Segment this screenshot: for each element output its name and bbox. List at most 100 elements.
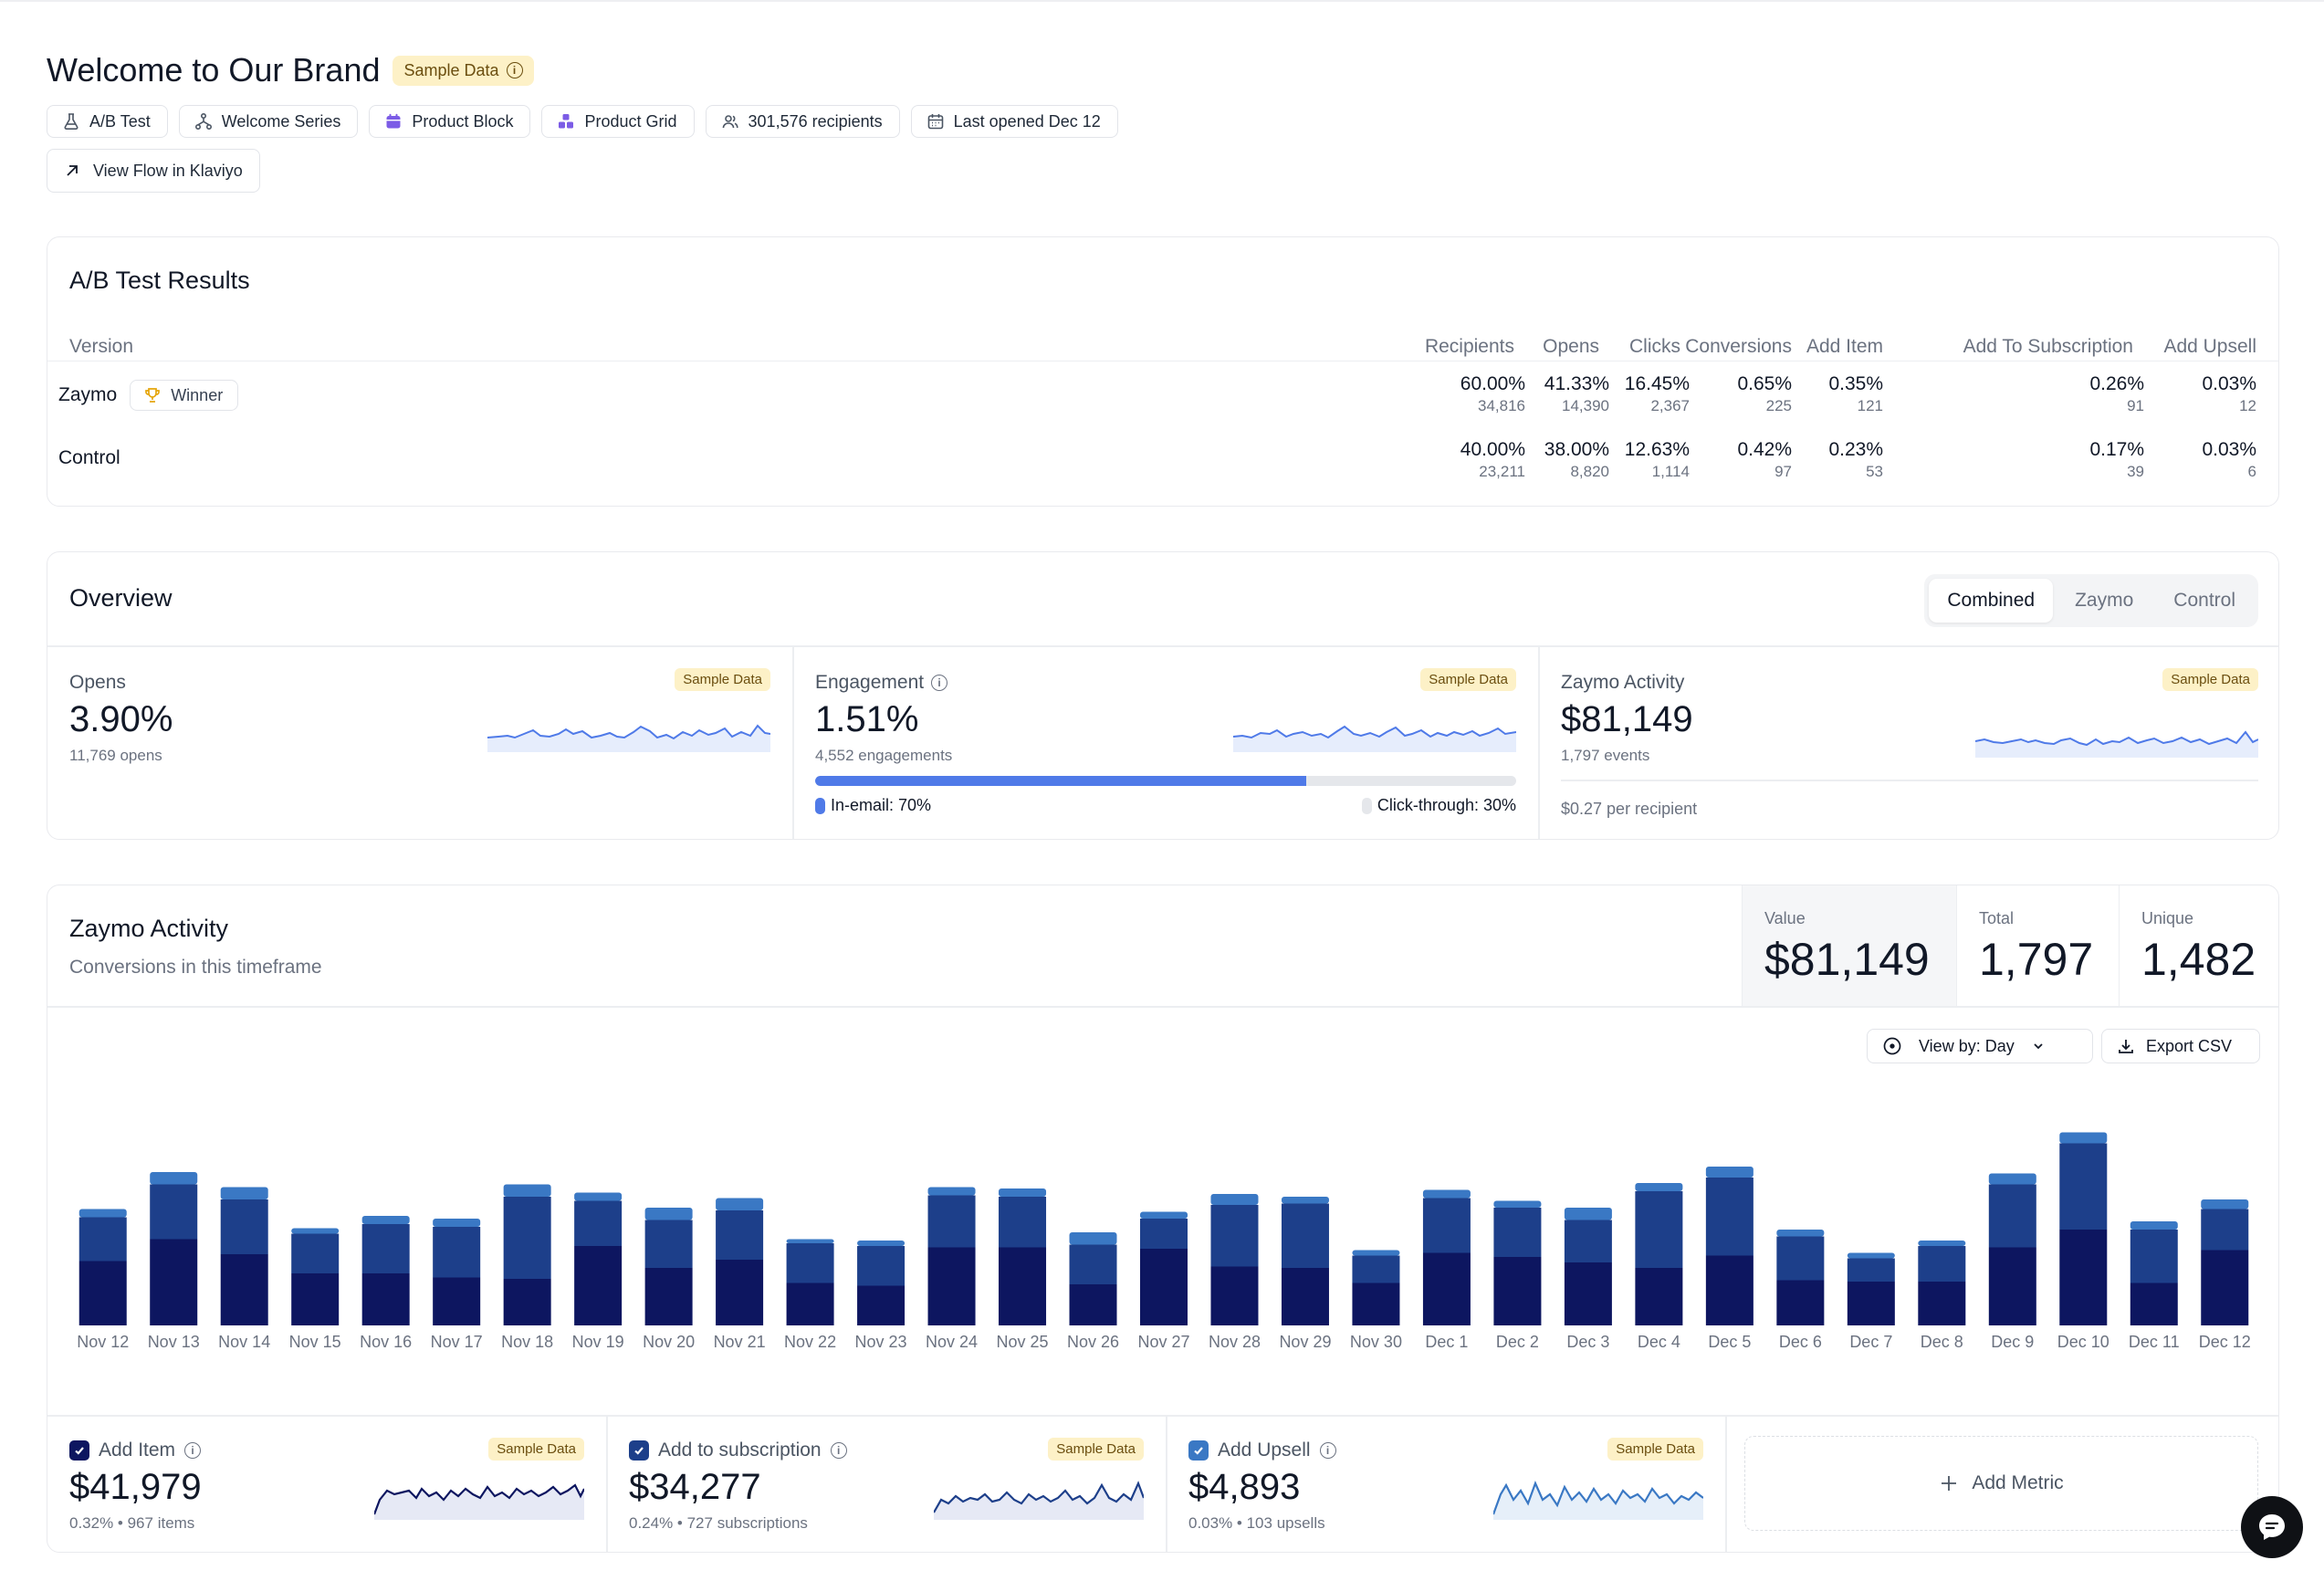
bar-segment-add-to-subscription[interactable] [1493,1208,1542,1257]
bar-segment-add-upsell[interactable] [1776,1230,1825,1237]
bar-segment-add-item[interactable] [150,1239,198,1326]
bar-segment-add-item[interactable] [1988,1247,2036,1326]
bar-segment-add-item[interactable] [1352,1283,1400,1326]
bar-segment-add-to-subscription[interactable] [574,1200,623,1247]
column-add-item[interactable]: Add Item [1806,336,1883,357]
bar-segment-add-upsell[interactable] [1493,1200,1542,1209]
bar-segment-add-upsell[interactable] [1140,1211,1188,1220]
bar-segment-add-upsell[interactable] [1069,1232,1117,1245]
bar-segment-add-upsell[interactable] [786,1239,834,1244]
bar-segment-add-item[interactable] [786,1283,834,1326]
info-icon[interactable]: i [931,675,948,691]
add-metric-button[interactable]: Add Metric [1744,1436,2258,1531]
chip-ab-test[interactable]: A/B Test [47,105,168,138]
bar-segment-add-to-subscription[interactable] [1705,1178,1753,1256]
bar-segment-add-to-subscription[interactable] [1988,1184,2036,1248]
bar-segment-add-item[interactable] [1281,1268,1329,1325]
checkbox-checked-icon[interactable] [69,1440,89,1461]
bar-segment-add-to-subscription[interactable] [1069,1244,1117,1285]
bar-segment-add-to-subscription[interactable] [1564,1220,1612,1263]
bar-segment-add-item[interactable] [716,1260,764,1325]
bar-segment-add-item[interactable] [1210,1266,1259,1326]
bar-segment-add-item[interactable] [1847,1282,1895,1325]
bar-segment-add-to-subscription[interactable] [2059,1143,2108,1230]
bar-segment-add-to-subscription[interactable] [1140,1219,1188,1249]
bar-segment-add-item[interactable] [1069,1284,1117,1325]
bar-segment-add-to-subscription[interactable] [79,1217,127,1262]
bar-segment-add-upsell[interactable] [220,1187,268,1200]
chip-product-grid[interactable]: Product Grid [541,105,695,138]
tab-control[interactable]: Control [2173,590,2235,611]
stat-value[interactable]: Value $81,149 [1742,885,1956,1006]
bar-segment-add-upsell[interactable] [1847,1252,1895,1259]
bar-segment-add-item[interactable] [574,1246,623,1325]
metric-add-item[interactable]: Add Item i $41,979 0.32% • 967 items Sam… [47,1416,606,1552]
column-version[interactable]: Version [69,336,134,357]
bar-segment-add-item[interactable] [644,1268,693,1325]
checkbox-checked-icon[interactable] [1188,1440,1209,1461]
chip-recipients[interactable]: 301,576 recipients [705,105,900,138]
metric-engagement[interactable]: Engagement i 1.51% 4,552 engagements Sam… [793,646,1538,839]
info-icon[interactable]: i [830,1442,847,1459]
bar-segment-add-upsell[interactable] [857,1241,906,1246]
bar-segment-add-upsell[interactable] [1635,1183,1683,1191]
bar-segment-add-to-subscription[interactable] [999,1197,1047,1248]
bar-segment-add-upsell[interactable] [2130,1221,2178,1230]
metric-zaymo-activity[interactable]: Zaymo Activity $81,149 1,797 events Samp… [1539,646,2278,839]
bar-segment-add-to-subscription[interactable] [716,1210,764,1260]
column-recipients[interactable]: Recipients [1424,336,1514,357]
view-flow-button[interactable]: View Flow in Klaviyo [47,149,260,193]
bar-segment-add-item[interactable] [927,1247,976,1326]
bar-segment-add-item[interactable] [291,1273,340,1325]
bar-segment-add-upsell[interactable] [433,1219,481,1227]
bar-segment-add-item[interactable] [433,1277,481,1326]
bar-segment-add-to-subscription[interactable] [1776,1236,1825,1281]
bar-segment-add-upsell[interactable] [927,1187,976,1196]
bar-segment-add-upsell[interactable] [644,1208,693,1220]
column-add-to-subscription[interactable]: Add To Subscription [1963,336,2133,357]
bar-segment-add-item[interactable] [220,1254,268,1325]
table-row-zaymo[interactable]: Zaymo Winner 60.00% 34,816 41.33% 14,390 1… [47,361,2278,427]
export-csv-button[interactable]: Export CSV [2101,1029,2260,1063]
bar-segment-add-to-subscription[interactable] [1281,1203,1329,1269]
bar-segment-add-item[interactable] [2130,1283,2178,1326]
bar-segment-add-to-subscription[interactable] [503,1197,551,1279]
bar-segment-add-item[interactable] [1493,1257,1542,1325]
metric-opens[interactable]: Opens 3.90% 11,769 opens Sample Data [47,646,792,839]
bar-segment-add-to-subscription[interactable] [361,1224,410,1273]
bar-segment-add-item[interactable] [999,1247,1047,1326]
metric-add-upsell[interactable]: Add Upsell i $4,893 0.03% • 103 upsells … [1167,1416,1725,1552]
bar-segment-add-to-subscription[interactable] [644,1220,693,1269]
stat-total[interactable]: Total 1,797 [1956,885,2119,1006]
bar-segment-add-to-subscription[interactable] [220,1199,268,1254]
bar-segment-add-item[interactable] [1422,1252,1471,1326]
bar-segment-add-upsell[interactable] [574,1192,623,1201]
bar-segment-add-upsell[interactable] [150,1172,198,1185]
bar-segment-add-upsell[interactable] [79,1209,127,1218]
bar-segment-add-to-subscription[interactable] [150,1184,198,1240]
info-icon[interactable]: i [1319,1442,1336,1459]
bar-segment-add-item[interactable] [1635,1268,1683,1325]
bar-segment-add-upsell[interactable] [361,1216,410,1224]
bar-segment-add-to-subscription[interactable] [2201,1209,2249,1251]
checkbox-checked-icon[interactable] [629,1440,649,1461]
bar-segment-add-item[interactable] [1564,1262,1612,1325]
bar-segment-add-upsell[interactable] [1988,1173,2036,1185]
bar-segment-add-item[interactable] [1705,1255,1753,1326]
bar-segment-add-upsell[interactable] [2059,1132,2108,1144]
bar-segment-add-to-subscription[interactable] [291,1233,340,1274]
bar-segment-add-upsell[interactable] [1705,1167,1753,1178]
bar-segment-add-to-subscription[interactable] [1635,1191,1683,1268]
bar-segment-add-upsell[interactable] [999,1188,1047,1197]
tab-combined[interactable]: Combined [1929,579,2054,623]
bar-segment-add-upsell[interactable] [503,1184,551,1198]
sample-data-badge[interactable]: Sample Data i [393,55,534,86]
bar-segment-add-to-subscription[interactable] [2130,1230,2178,1283]
bar-segment-add-to-subscription[interactable] [927,1195,976,1248]
bar-segment-add-to-subscription[interactable] [1352,1255,1400,1283]
tab-zaymo[interactable]: Zaymo [2075,590,2134,611]
info-icon[interactable]: i [506,62,523,79]
bar-segment-add-upsell[interactable] [2201,1199,2249,1209]
chip-last-opened[interactable]: Last opened Dec 12 [910,105,1118,138]
bar-segment-add-upsell[interactable] [1422,1189,1471,1199]
